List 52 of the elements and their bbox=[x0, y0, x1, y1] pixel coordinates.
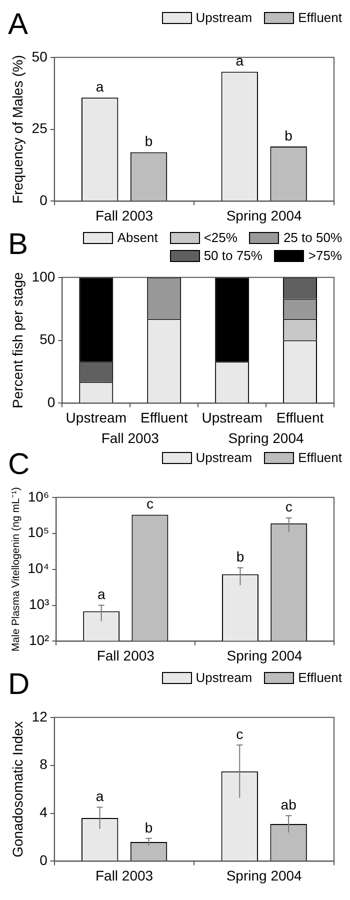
y-tick-label: 25 bbox=[32, 120, 48, 136]
data-label: ab bbox=[280, 796, 297, 813]
x-tick-label: Effluent bbox=[140, 409, 188, 426]
text: Fall 2003 bbox=[101, 430, 160, 446]
data-label: c bbox=[146, 496, 154, 512]
data-label: b bbox=[144, 819, 153, 836]
chart-title: B bbox=[8, 228, 30, 262]
y-tick-label: 0 bbox=[47, 394, 56, 410]
y-tick-label: 10² bbox=[28, 632, 50, 648]
y-tick-label: 10⁶ bbox=[28, 488, 50, 504]
y-tick-label: 12 bbox=[32, 708, 48, 724]
data-label: a bbox=[96, 788, 104, 804]
legend-label: Upstream bbox=[196, 10, 252, 26]
y-tick-label: 0 bbox=[40, 852, 48, 868]
y-axis-title: Gonadosomatic Index bbox=[9, 721, 26, 858]
data-label: a bbox=[236, 52, 244, 69]
x-tick-label: Upstream bbox=[202, 409, 262, 426]
data-label: b bbox=[144, 133, 153, 150]
y-tick-label: 8 bbox=[40, 756, 48, 772]
y-tick-label: 50 bbox=[32, 48, 48, 64]
data-label: b bbox=[284, 127, 293, 144]
y-tick-label: 10³ bbox=[28, 596, 50, 612]
data-label: a bbox=[96, 78, 104, 95]
legend-label: Upstream bbox=[196, 450, 252, 466]
y-axis-title: Percent fish per stage bbox=[9, 272, 26, 408]
legend-label: >75% bbox=[308, 248, 342, 264]
chart-title: C bbox=[8, 448, 31, 482]
y-tick-label: 0 bbox=[40, 192, 48, 208]
y-axis-title: Male Plasma Vitellogenin (ng mL⁻¹) bbox=[10, 487, 22, 652]
text: Spring 2004 bbox=[228, 430, 304, 446]
y-axis-title: Frequency of Males (%) bbox=[9, 54, 26, 204]
legend-label: Effluent bbox=[298, 10, 342, 26]
y-tick-label: 4 bbox=[40, 804, 48, 820]
legend-label: <25% bbox=[204, 230, 238, 246]
legend-label: Upstream bbox=[196, 670, 252, 686]
legend-label: Effluent bbox=[298, 450, 342, 466]
data-label: c bbox=[285, 498, 292, 515]
y-tick-label: 10⁴ bbox=[28, 560, 50, 576]
legend-label: Effluent bbox=[298, 670, 342, 686]
y-tick-label: 100 bbox=[32, 268, 56, 284]
legend-label: 50 to 75% bbox=[204, 248, 262, 264]
y-tick-label: 50 bbox=[40, 331, 56, 348]
x-tick-label: Effluent bbox=[276, 409, 324, 426]
chart-title: A bbox=[8, 8, 30, 42]
y-tick-label: 10⁵ bbox=[28, 524, 50, 540]
data-label: a bbox=[97, 586, 106, 602]
x-tick-label: Upstream bbox=[66, 409, 126, 426]
legend-label: 25 to 50% bbox=[283, 230, 342, 246]
data-label: b bbox=[236, 548, 244, 565]
data-label: c bbox=[236, 726, 244, 742]
chart-title: D bbox=[8, 668, 31, 702]
legend-label: Absent bbox=[117, 230, 158, 246]
